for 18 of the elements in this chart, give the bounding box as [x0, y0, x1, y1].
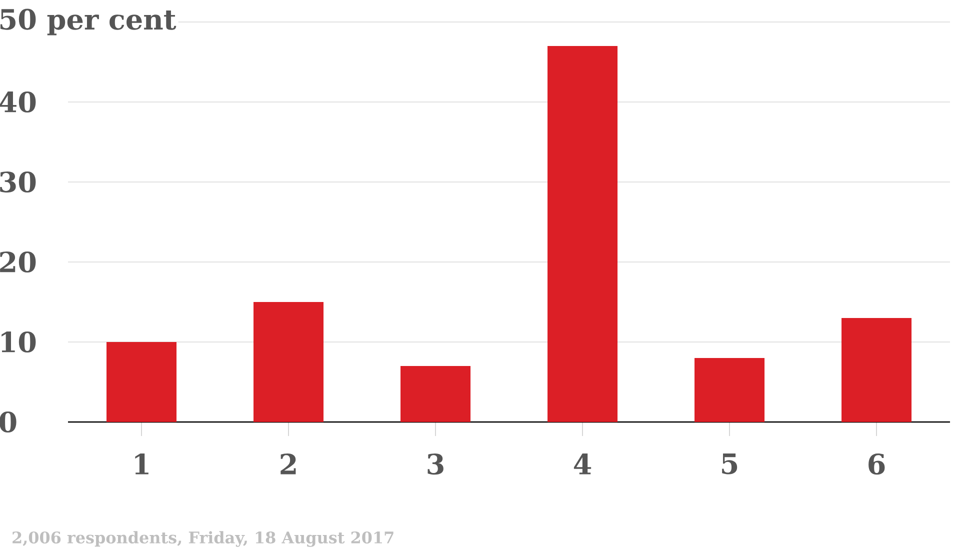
x-tick-label: 1	[135, 454, 148, 474]
y-tick-label: 20	[0, 251, 36, 273]
y-tick-label: 30	[0, 171, 36, 193]
y-tick-label: 50 per cent	[0, 8, 176, 36]
bar	[400, 366, 471, 422]
bar	[106, 342, 176, 422]
x-tick-label: 4	[574, 454, 592, 474]
bar	[842, 318, 912, 422]
bar	[254, 302, 324, 422]
x-tick-label: 3	[428, 454, 444, 475]
x-tick-label: 6	[868, 454, 885, 475]
x-tick-label: 2	[280, 454, 296, 474]
x-tick-label: 5	[722, 454, 738, 474]
bar	[548, 46, 618, 422]
bar	[694, 358, 765, 422]
y-tick-label: 0	[0, 411, 16, 433]
text: 2,006 respondents, Friday, 18 August 2017	[12, 531, 394, 547]
y-tick-label: 10	[2, 331, 36, 353]
